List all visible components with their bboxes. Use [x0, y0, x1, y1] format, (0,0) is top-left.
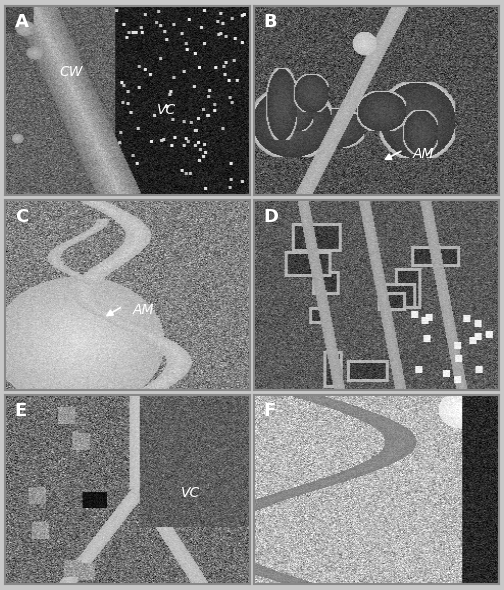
Text: VC: VC: [157, 103, 176, 117]
Text: E: E: [15, 402, 27, 420]
Text: B: B: [264, 14, 277, 31]
Text: D: D: [264, 208, 279, 226]
Text: CW: CW: [59, 65, 83, 79]
Text: AM: AM: [133, 303, 154, 317]
Text: F: F: [264, 402, 276, 420]
Text: C: C: [15, 208, 28, 226]
Text: AM: AM: [413, 147, 435, 161]
Text: A: A: [15, 14, 29, 31]
Text: VC: VC: [181, 486, 201, 500]
